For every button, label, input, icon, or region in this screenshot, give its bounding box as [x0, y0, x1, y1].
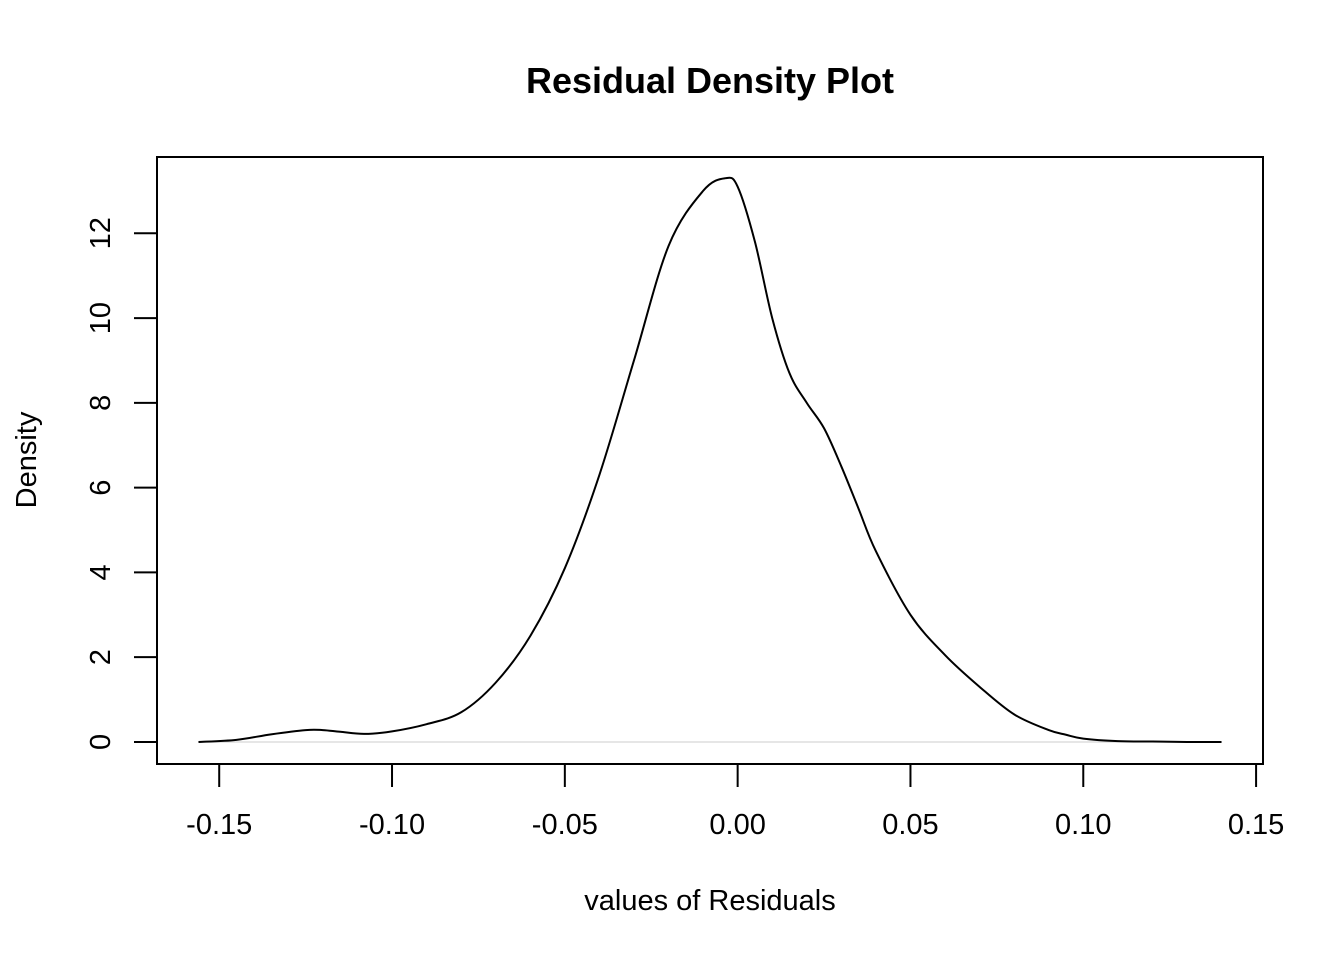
y-tick-label: 0: [85, 734, 117, 750]
y-tick-label: 8: [85, 395, 117, 411]
x-tick-label: 0.15: [1228, 809, 1284, 841]
y-tick-label: 4: [85, 564, 117, 580]
y-tick-label: 10: [85, 302, 117, 334]
y-axis-label: Density: [11, 411, 43, 508]
x-tick-label: -0.05: [532, 809, 598, 841]
x-tick-label: 0.10: [1055, 809, 1111, 841]
x-axis-label: values of Residuals: [584, 885, 835, 917]
y-tick-label: 12: [85, 217, 117, 249]
chart-title: Residual Density Plot: [526, 60, 894, 101]
y-tick-label: 6: [85, 480, 117, 496]
plot-frame: [156, 156, 1264, 765]
x-tick-label: 0.00: [709, 809, 765, 841]
density-curve: [198, 176, 1222, 743]
x-tick-label: -0.15: [186, 809, 252, 841]
x-tick-label: -0.10: [359, 809, 425, 841]
x-axis: -0.15 -0.10 -0.05 0.00 0.05 0.10 0.15: [186, 763, 1284, 841]
x-tick-label: 0.05: [882, 809, 938, 841]
y-tick-label: 2: [85, 649, 117, 665]
y-axis: 0 2 4 6 8 10 12: [85, 217, 158, 750]
